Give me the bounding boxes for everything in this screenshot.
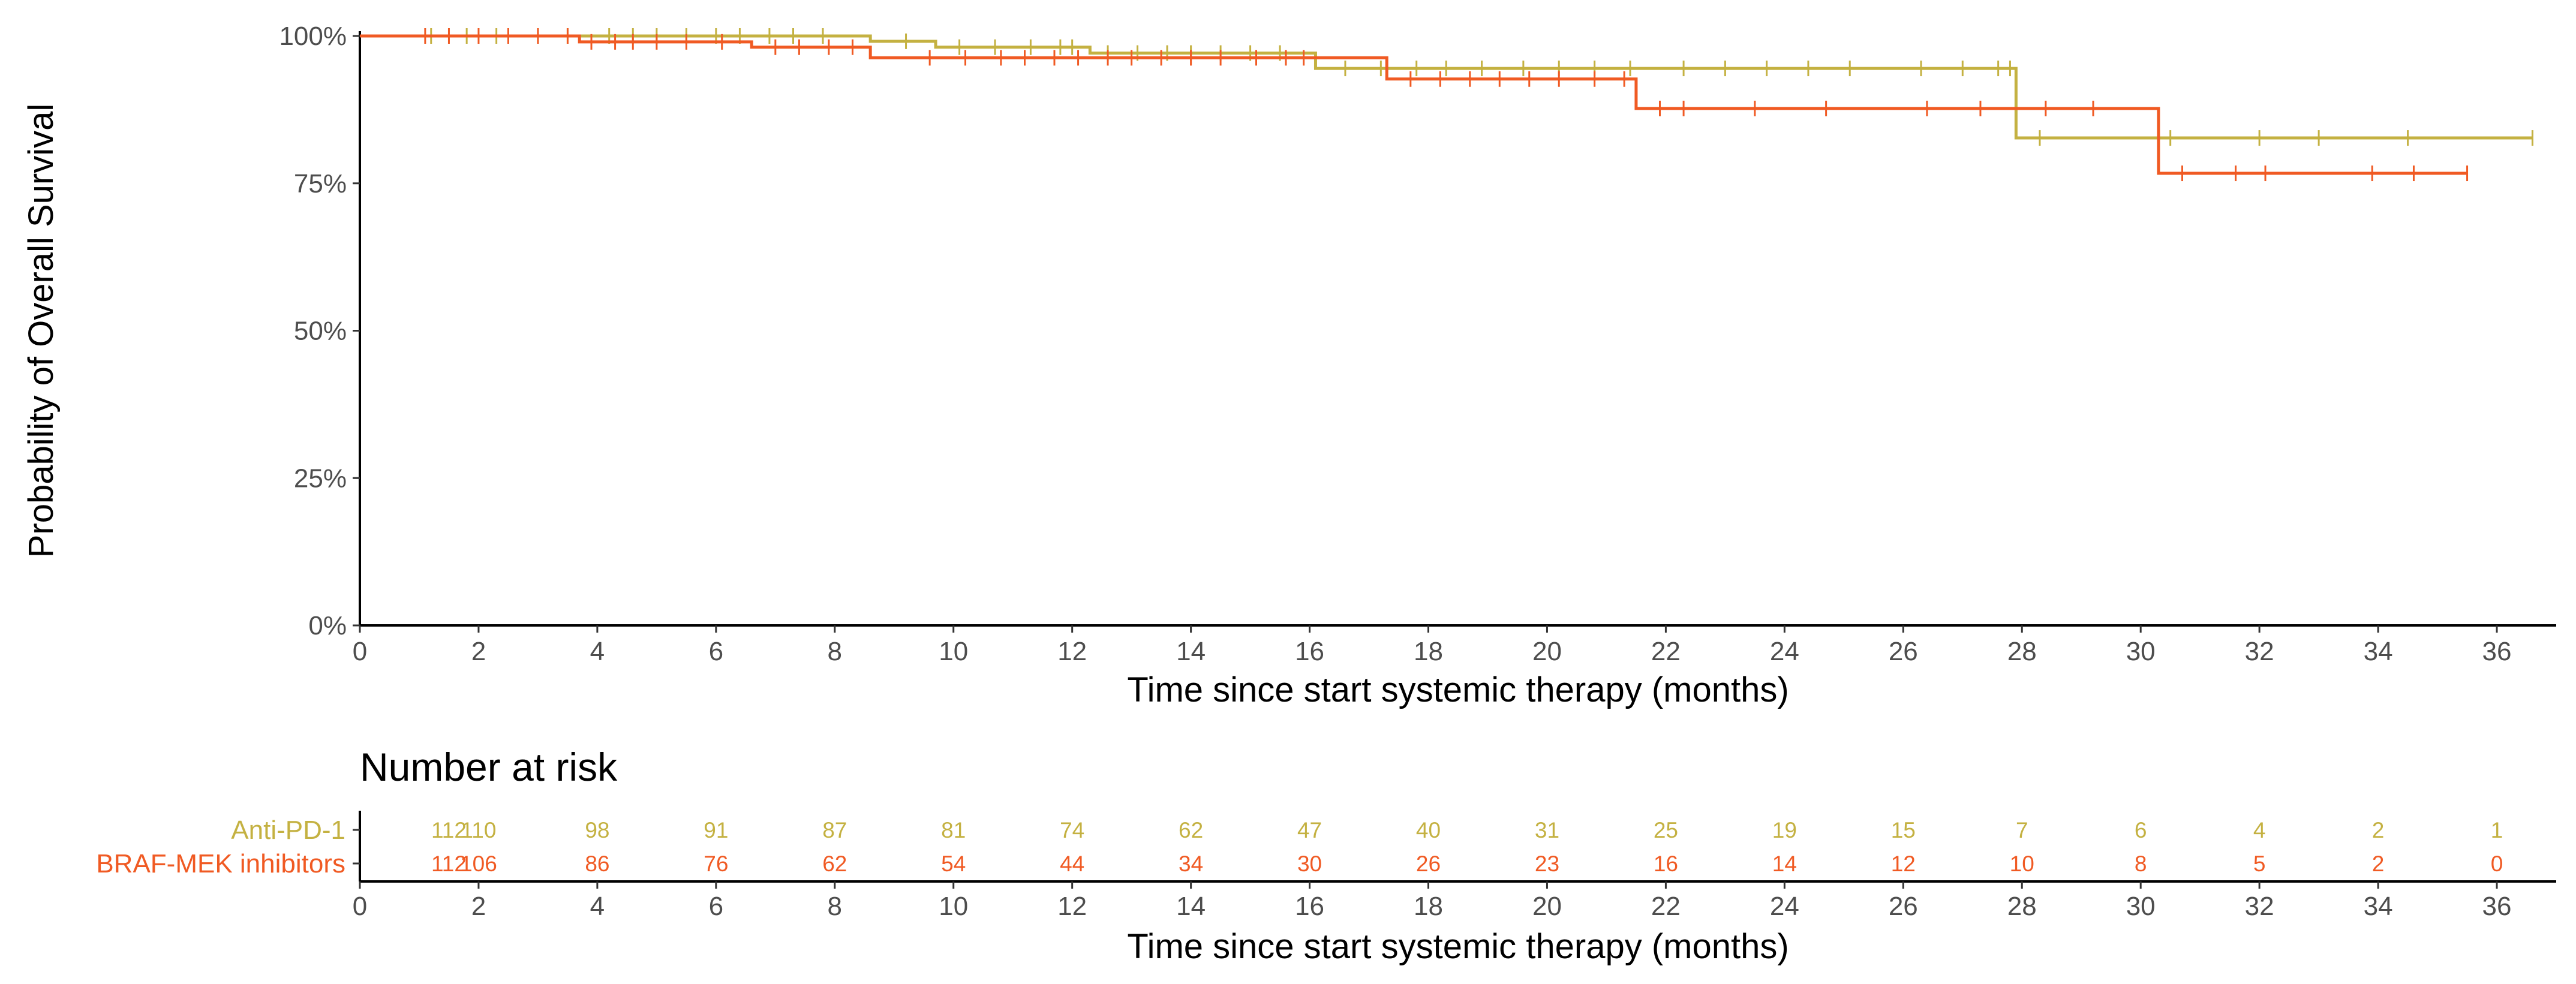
y-tick-label: 75%	[294, 169, 347, 198]
x-tick-label: 24	[1770, 637, 1799, 666]
risk-x-tick-label: 18	[1414, 892, 1443, 921]
risk-x-tick-label: 32	[2245, 892, 2274, 921]
risk-x-tick-label: 20	[1532, 892, 1562, 921]
risk-x-tick-label: 10	[939, 892, 968, 921]
x-tick-label: 4	[590, 637, 605, 666]
risk-count-anti-pd1: 31	[1535, 818, 1559, 842]
risk-x-tick-label: 30	[2126, 892, 2156, 921]
y-tick-label: 0%	[308, 611, 347, 640]
x-tick-label: 14	[1176, 637, 1206, 666]
x-tick-label: 20	[1532, 637, 1562, 666]
risk-count-anti-pd1: 87	[822, 818, 847, 842]
risk-count-anti-pd1: 19	[1772, 818, 1797, 842]
risk-x-tick-label: 0	[353, 892, 367, 921]
risk-count-braf-mek: 23	[1535, 851, 1559, 876]
risk-count-anti-pd1: 4	[2253, 818, 2266, 842]
risk-count-braf-mek: 12	[1891, 851, 1916, 876]
x-tick-label: 26	[1889, 637, 1918, 666]
risk-count-braf-mek: 54	[941, 851, 966, 876]
y-axis-title: Probability of Overall Survival	[22, 104, 61, 558]
risk-count-braf-mek: 30	[1297, 851, 1322, 876]
risk-count-braf-mek: 112	[431, 851, 467, 876]
y-tick-label: 50%	[294, 317, 347, 346]
risk-count-anti-pd1: 81	[941, 818, 966, 842]
risk-count-anti-pd1: 47	[1297, 818, 1322, 842]
x-tick-label: 12	[1057, 637, 1087, 666]
x-tick-label: 2	[471, 637, 486, 666]
risk-x-tick-label: 4	[590, 892, 605, 921]
risk-count-braf-mek: 76	[704, 851, 728, 876]
risk-count-braf-mek: 5	[2253, 851, 2266, 876]
risk-x-tick-label: 16	[1295, 892, 1324, 921]
x-tick-label: 28	[2007, 637, 2037, 666]
risk-x-tick-label: 24	[1770, 892, 1799, 921]
risk-row-label-braf-mek: BRAF-MEK inhibitors	[96, 849, 345, 878]
risk-x-tick-label: 36	[2482, 892, 2512, 921]
risk-row-label-anti-pd1: Anti-PD-1	[231, 816, 345, 845]
x-tick-label: 6	[709, 637, 723, 666]
risk-count-braf-mek: 34	[1179, 851, 1203, 876]
risk-count-anti-pd1: 110	[461, 818, 496, 842]
risk-count-anti-pd1: 1	[2491, 818, 2503, 842]
y-tick-label: 25%	[294, 464, 347, 493]
x-tick-label: 30	[2126, 637, 2156, 666]
risk-count-braf-mek: 10	[2010, 851, 2034, 876]
risk-count-anti-pd1: 25	[1654, 818, 1678, 842]
x-tick-label: 32	[2245, 637, 2274, 666]
risk-count-braf-mek: 16	[1654, 851, 1678, 876]
risk-x-tick-label: 26	[1889, 892, 1918, 921]
risk-count-anti-pd1: 7	[2016, 818, 2028, 842]
risk-table-x-axis-title: Time since start systemic therapy (month…	[1127, 927, 1789, 966]
risk-count-braf-mek: 86	[585, 851, 609, 876]
risk-x-tick-label: 2	[471, 892, 486, 921]
risk-x-tick-label: 28	[2007, 892, 2037, 921]
risk-x-tick-label: 8	[828, 892, 842, 921]
risk-x-tick-label: 6	[709, 892, 723, 921]
risk-count-braf-mek: 0	[2491, 851, 2503, 876]
x-axis-title: Time since start systemic therapy (month…	[1127, 670, 1789, 709]
risk-count-anti-pd1: 62	[1179, 818, 1203, 842]
risk-count-braf-mek: 8	[2135, 851, 2147, 876]
x-tick-label: 36	[2482, 637, 2512, 666]
risk-x-tick-label: 12	[1057, 892, 1087, 921]
risk-count-anti-pd1: 74	[1060, 818, 1084, 842]
y-tick-label: 100%	[279, 22, 347, 51]
risk-count-anti-pd1: 2	[2372, 818, 2385, 842]
survival-plot: 0%25%50%75%100%0 2 4 6 8 10 12 14 16 18 20 22 24 26 28…	[279, 22, 2556, 666]
survival-curve-anti-pd1	[360, 34, 2533, 140]
x-tick-label: 16	[1295, 637, 1324, 666]
risk-count-anti-pd1: 6	[2135, 818, 2147, 842]
risk-x-tick-label: 34	[2364, 892, 2393, 921]
risk-table-title: Number at risk	[360, 745, 618, 789]
risk-count-anti-pd1: 112	[431, 818, 467, 842]
risk-count-braf-mek: 14	[1772, 851, 1797, 876]
risk-count-braf-mek: 2	[2372, 851, 2385, 876]
risk-count-anti-pd1: 98	[585, 818, 609, 842]
risk-count-braf-mek: 106	[460, 851, 497, 876]
risk-count-anti-pd1: 91	[704, 818, 728, 842]
x-tick-label: 22	[1651, 637, 1681, 666]
risk-count-anti-pd1: 40	[1416, 818, 1441, 842]
risk-x-tick-label: 14	[1176, 892, 1206, 921]
risk-count-braf-mek: 44	[1060, 851, 1084, 876]
risk-count-braf-mek: 62	[822, 851, 847, 876]
risk-count-anti-pd1: 15	[1891, 818, 1916, 842]
x-tick-label: 8	[828, 637, 842, 666]
survival-curve-braf-mek	[360, 34, 2467, 175]
x-tick-label: 34	[2364, 637, 2393, 666]
risk-count-braf-mek: 26	[1416, 851, 1441, 876]
x-tick-label: 10	[939, 637, 968, 666]
x-tick-label: 18	[1414, 637, 1443, 666]
x-tick-label: 0	[353, 637, 367, 666]
risk-x-tick-label: 22	[1651, 892, 1681, 921]
